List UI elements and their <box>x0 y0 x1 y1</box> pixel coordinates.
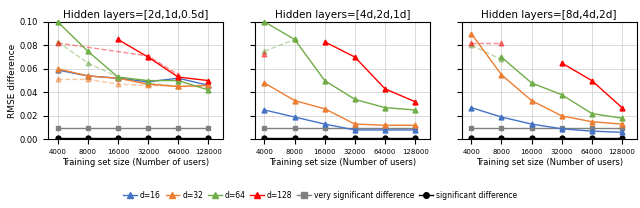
X-axis label: Training set size (Number of users): Training set size (Number of users) <box>269 158 416 167</box>
X-axis label: Training set size (Number of users): Training set size (Number of users) <box>476 158 623 167</box>
X-axis label: Training set size (Number of users): Training set size (Number of users) <box>62 158 209 167</box>
Title: Hidden layers=[2d,1d,0.5d]: Hidden layers=[2d,1d,0.5d] <box>63 10 208 20</box>
Legend: d=16, d=32, d=64, d=128, very significant difference, significant difference: d=16, d=32, d=64, d=128, very significan… <box>120 188 520 203</box>
Title: Hidden layers=[4d,2d,1d]: Hidden layers=[4d,2d,1d] <box>275 10 410 20</box>
Y-axis label: RMSE difference: RMSE difference <box>8 43 17 118</box>
Title: Hidden layers=[8d,4d,2d]: Hidden layers=[8d,4d,2d] <box>481 10 617 20</box>
